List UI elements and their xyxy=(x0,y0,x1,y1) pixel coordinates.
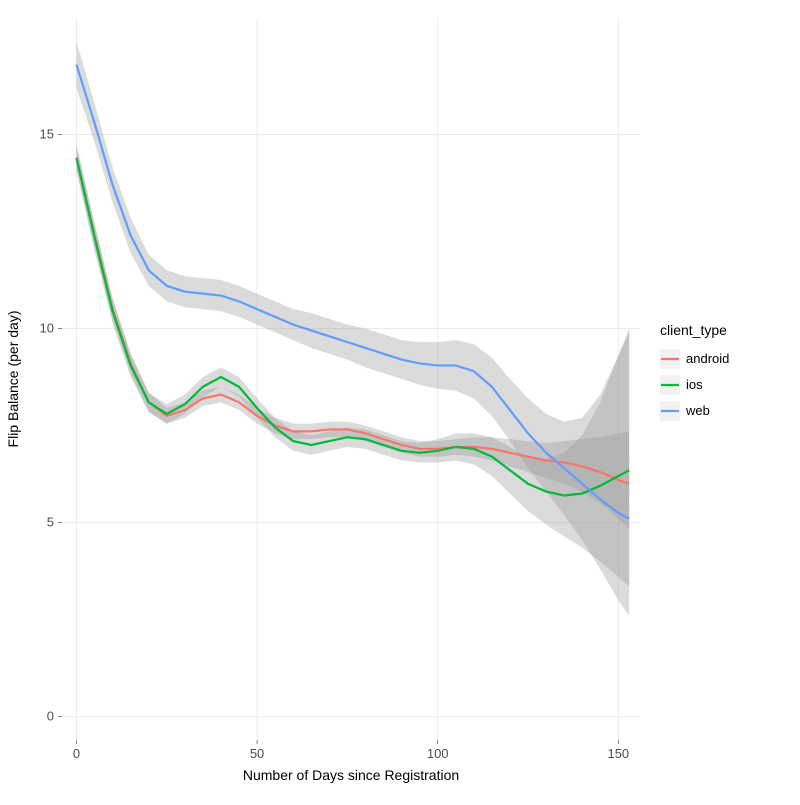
legend-label-web: web xyxy=(685,403,710,418)
y-tick-label: 5 xyxy=(47,515,54,530)
x-tick-label: 50 xyxy=(250,746,264,761)
legend-label-ios: ios xyxy=(686,377,703,392)
y-tick-label: 0 xyxy=(47,709,54,724)
legend-label-android: android xyxy=(686,351,729,366)
x-tick-label: 0 xyxy=(73,746,80,761)
panel-bg xyxy=(62,18,640,740)
y-tick-label: 10 xyxy=(40,321,54,336)
y-axis-title: Flip Balance (per day) xyxy=(5,311,21,448)
legend-title: client_type xyxy=(660,322,727,338)
y-tick-label: 15 xyxy=(40,126,54,141)
chart-svg: 0 50 100 150 0 5 10 15 Number of Days since Regi… xyxy=(0,0,800,800)
x-tick-label: 100 xyxy=(427,746,449,761)
x-tick-label: 150 xyxy=(607,746,629,761)
flip-balance-chart: 0 50 100 150 0 5 10 15 Number of Days since Regi… xyxy=(0,0,800,800)
x-axis-title: Number of Days since Registration xyxy=(243,767,459,783)
